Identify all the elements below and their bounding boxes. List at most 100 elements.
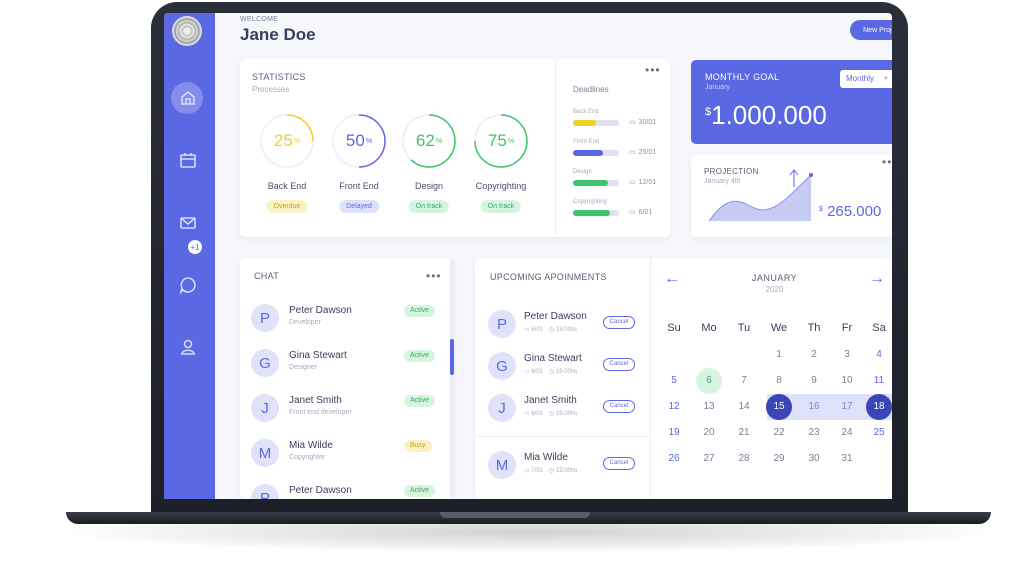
chat-contact-name[interactable]: Peter Dawson [289, 485, 352, 496]
calendar-day[interactable]: 6 [696, 368, 722, 394]
avatar: G [488, 352, 516, 380]
calendar-day[interactable]: 14 [738, 401, 750, 412]
chat-more-icon[interactable]: ••• [426, 269, 442, 283]
deadline-name: Back End [573, 109, 599, 115]
appointments-title: UPCOMING APOINMENTS [490, 272, 607, 282]
chat-bubble-icon[interactable] [175, 272, 201, 298]
appointment-time: 15:00hs [555, 327, 578, 333]
calendar-day[interactable]: 29 [773, 453, 785, 464]
calendar-day[interactable]: 17 [841, 401, 853, 412]
chat-scroll-thumb[interactable] [450, 339, 454, 375]
deadline-date-value: 30/01 [638, 119, 657, 126]
calendar-small-icon: ▭ [629, 209, 636, 216]
cancel-button[interactable]: Cancel [603, 457, 635, 470]
calendar-day[interactable]: 24 [841, 427, 853, 438]
chat-contact-role: Copyrighter [289, 454, 326, 461]
calendar-day[interactable]: 9 [811, 375, 817, 386]
chat-contact-name[interactable]: Peter Dawson [289, 305, 352, 316]
calendar-small-icon: ▭ [629, 149, 636, 156]
appointment-date: 6/01 [531, 369, 544, 375]
calendar-day[interactable]: 18 [866, 394, 892, 420]
calendar-day[interactable]: 27 [703, 453, 715, 464]
progress-ring-fill [474, 114, 528, 168]
projection-subtitle: January 4th [704, 178, 741, 185]
calendar-day[interactable]: 10 [841, 375, 853, 386]
currency-symbol: $ [819, 206, 823, 213]
chat-contact-role: Front end developer [289, 409, 352, 416]
progress-value: 25% [258, 112, 316, 170]
avatar[interactable]: P [251, 304, 279, 332]
cancel-button[interactable]: Cancel [603, 358, 635, 371]
home-icon[interactable] [175, 85, 201, 111]
calendar-day[interactable]: 28 [738, 453, 750, 464]
weekday-label: Fr [841, 322, 853, 334]
projection-value: 265.000 [827, 203, 882, 220]
avatar[interactable]: J [251, 394, 279, 422]
calendar-day[interactable]: 22 [773, 427, 785, 438]
calendar-day[interactable]: 8 [776, 375, 782, 386]
mail-icon[interactable] [175, 210, 201, 236]
calendar-day[interactable]: 2 [811, 349, 817, 360]
calendar-day[interactable]: 4 [876, 349, 882, 360]
user-icon[interactable] [175, 334, 201, 360]
clock-icon: ◷ [549, 411, 556, 417]
calendar-small-icon: ▭ [629, 119, 636, 126]
chat-contact-name[interactable]: Janet Smith [289, 395, 342, 406]
calendar-day[interactable]: 15 [766, 394, 792, 420]
chat-contact-name[interactable]: Gina Stewart [289, 350, 347, 361]
calendar-day[interactable]: 20 [703, 427, 715, 438]
calendar-day[interactable]: 1 [776, 349, 782, 360]
avatar[interactable]: P [251, 484, 279, 499]
projection-more-icon[interactable]: •• [882, 155, 892, 169]
calendar-day[interactable]: 5 [671, 375, 677, 386]
calendar-day[interactable]: 3 [844, 349, 850, 360]
progress-ring-fill [332, 114, 386, 168]
avatar[interactable]: M [251, 439, 279, 467]
progress-ring: 62% [400, 112, 458, 170]
chat-scrollbar[interactable] [450, 259, 454, 498]
calendar-day[interactable]: 16 [808, 401, 820, 412]
calendar-day[interactable]: 30 [808, 453, 820, 464]
deadline-date: ▭ 6/01 [629, 208, 652, 216]
calendar-day[interactable]: 19 [668, 427, 680, 438]
calendar-day[interactable]: 23 [808, 427, 820, 438]
avatar[interactable]: G [251, 349, 279, 377]
deadline-date: ▭ 12/01 [629, 178, 656, 186]
appointment-name: Janet Smith [524, 395, 577, 406]
prev-month-arrow[interactable]: ← [664, 270, 680, 287]
cancel-button[interactable]: Cancel [603, 400, 635, 413]
calendar-day[interactable]: 12 [668, 401, 680, 412]
weekday-label: Sa [872, 322, 886, 334]
user-name: Jane Doe [240, 25, 316, 44]
appointment-time: 15:00hs [555, 411, 578, 417]
status-badge: Active [404, 485, 436, 497]
statistics-more-icon[interactable]: ••• [645, 63, 661, 77]
progress-value: 75% [472, 112, 530, 170]
progress-unit: % [365, 137, 373, 145]
progress-ring: 25% [258, 112, 316, 170]
next-month-arrow[interactable]: → [869, 270, 885, 287]
cancel-button[interactable]: Cancel [603, 316, 635, 329]
calendar-day[interactable]: 31 [841, 453, 853, 464]
avatar: M [488, 451, 516, 479]
deadline-date: ▭ 30/01 [629, 118, 656, 126]
new-project-button[interactable]: New Project [850, 20, 892, 40]
calendar-day[interactable]: 25 [873, 427, 885, 438]
calendar-day[interactable]: 11 [873, 375, 885, 386]
chat-contact-name[interactable]: Mia Wilde [289, 440, 333, 451]
period-select[interactable]: Monthly ▾ [840, 70, 892, 88]
progress-ring: 50% [330, 112, 388, 170]
calendar-day[interactable]: 7 [741, 375, 747, 386]
calendar-day[interactable]: 21 [738, 427, 750, 438]
calendar-day[interactable]: 26 [668, 453, 680, 464]
progress-ring-fill [402, 114, 456, 168]
calendar-day[interactable]: 13 [703, 401, 715, 412]
calendar-month: JANUARY [751, 273, 798, 283]
clock-icon: ◷ [549, 369, 556, 375]
deadline-date: ▭ 25/01 [629, 148, 656, 156]
deadline-progress-fill [573, 180, 608, 186]
monthly-goal-card: MONTHLY GOAL January $1.000.000 Monthly ▾ [691, 60, 892, 144]
monthly-goal-title: MONTHLY GOAL [705, 72, 780, 82]
calendar-icon[interactable] [175, 147, 201, 173]
profile-avatar[interactable] [172, 16, 202, 46]
